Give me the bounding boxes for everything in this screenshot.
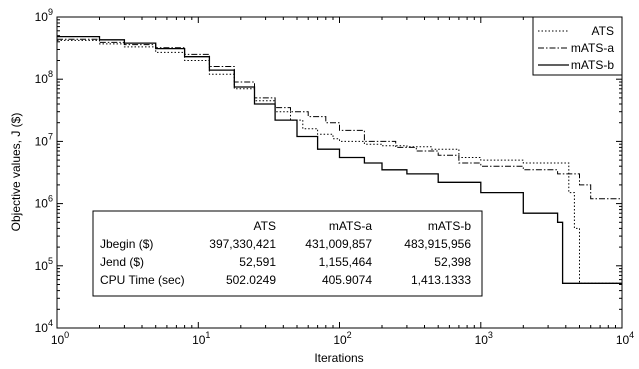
y-tick-label: 106 <box>35 194 53 211</box>
table-cell-jbegin-mats-b: 483,915,956 <box>404 237 471 251</box>
table-row-label-jbegin: Jbegin ($) <box>100 237 153 251</box>
legend: ATS mATS-a mATS-b <box>532 16 623 76</box>
series-layer <box>57 35 623 284</box>
results-table: ATS mATS-a mATS-b Jbegin ($) 397,330,421… <box>92 210 483 297</box>
results-table-box <box>92 210 483 297</box>
y-tick-label: 104 <box>35 318 53 335</box>
legend-label-mats-a: mATS-a <box>571 41 614 55</box>
series-line-mats-b <box>57 35 622 284</box>
x-tick-label: 101 <box>192 330 210 347</box>
table-cell-jbegin-mats-a: 431,009,857 <box>305 237 372 251</box>
legend-label-ats: ATS <box>592 24 614 38</box>
x-tick-label: 100 <box>51 330 69 347</box>
table-cell-jbegin-ats: 397,330,421 <box>209 237 276 251</box>
series-line-ats <box>57 39 622 284</box>
table-cell-cpu-mats-a: 405.9074 <box>322 273 372 287</box>
table-cell-cpu-ats: 502.0249 <box>226 273 276 287</box>
table-cell-jend-mats-a: 1,155,464 <box>319 255 373 269</box>
table-header-mats-b: mATS-b <box>428 219 471 233</box>
table-cell-jend-mats-b: 52,398 <box>434 255 471 269</box>
tick-labels: 100 101 102 103 104 104 105 106 107 108 109 <box>35 7 635 347</box>
legend-label-mats-b: mATS-b <box>571 58 614 72</box>
x-tick-label: 103 <box>475 330 493 347</box>
table-header-mats-a: mATS-a <box>329 219 372 233</box>
table-row-label-cpu-time: CPU Time (sec) <box>100 273 185 287</box>
table-row-label-jend: Jend ($) <box>100 255 144 269</box>
y-tick-label: 105 <box>35 256 53 273</box>
y-axis-label: Objective values, J ($) <box>9 113 23 232</box>
table-cell-jend-ats: 52,591 <box>239 255 276 269</box>
table-cell-cpu-mats-b: 1,413.1333 <box>411 273 471 287</box>
x-axis-label: Iterations <box>314 351 363 365</box>
table-header-ats: ATS <box>254 219 276 233</box>
y-tick-label: 107 <box>35 131 53 148</box>
x-tick-label: 102 <box>333 330 351 347</box>
y-tick-label: 108 <box>35 69 53 86</box>
y-tick-label: 109 <box>35 7 53 24</box>
x-tick-label: 104 <box>616 330 634 347</box>
